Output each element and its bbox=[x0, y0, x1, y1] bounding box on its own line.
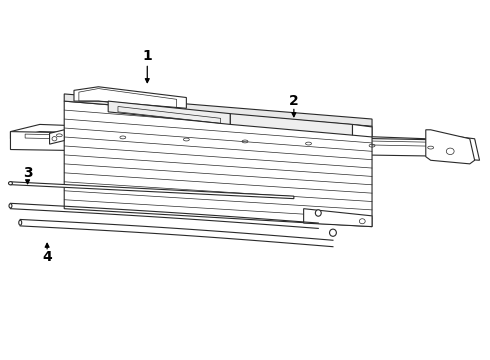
Polygon shape bbox=[426, 130, 475, 164]
Polygon shape bbox=[108, 101, 230, 125]
Polygon shape bbox=[64, 94, 372, 126]
Text: 3: 3 bbox=[23, 166, 32, 180]
Ellipse shape bbox=[9, 204, 12, 208]
Polygon shape bbox=[352, 125, 372, 137]
Ellipse shape bbox=[19, 220, 22, 225]
Text: 2: 2 bbox=[289, 94, 299, 108]
Polygon shape bbox=[74, 87, 186, 108]
Text: 1: 1 bbox=[143, 49, 152, 63]
Ellipse shape bbox=[8, 181, 12, 185]
Polygon shape bbox=[230, 114, 352, 135]
Ellipse shape bbox=[330, 229, 336, 236]
Polygon shape bbox=[10, 132, 475, 157]
Polygon shape bbox=[431, 134, 480, 160]
Text: 4: 4 bbox=[42, 250, 52, 264]
Polygon shape bbox=[64, 101, 372, 226]
Polygon shape bbox=[10, 125, 475, 146]
Polygon shape bbox=[10, 182, 294, 199]
Ellipse shape bbox=[316, 210, 321, 216]
Polygon shape bbox=[304, 209, 372, 226]
Polygon shape bbox=[49, 130, 64, 144]
